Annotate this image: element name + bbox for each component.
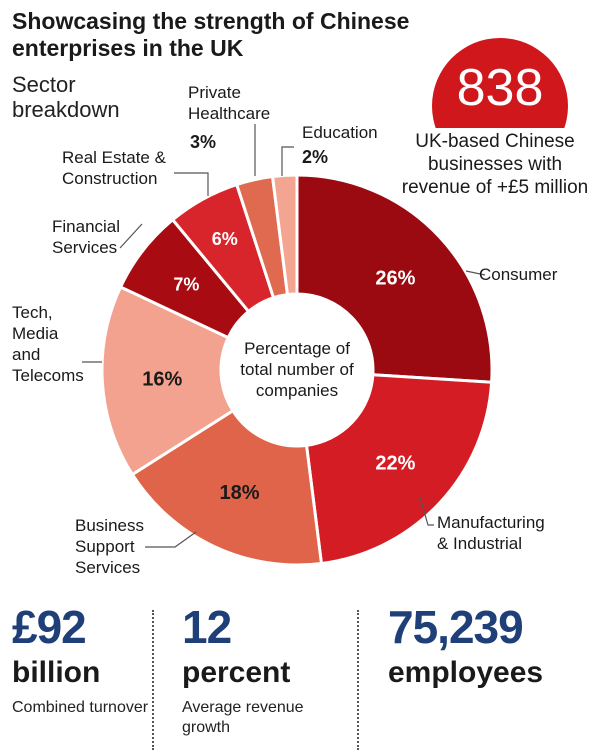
stat-divider bbox=[152, 610, 154, 750]
slice-value-label: 26% bbox=[375, 268, 415, 290]
donut-slice bbox=[130, 408, 324, 567]
slice-value-label: 2% bbox=[302, 147, 328, 167]
count-badge-text: UK-based Chinese businesses with revenue… bbox=[395, 128, 590, 201]
stat-employees-value: 75,239 bbox=[388, 601, 524, 653]
donut-slice bbox=[100, 284, 235, 477]
donut-slice bbox=[304, 373, 494, 566]
slice-category-label: Private Healthcare bbox=[188, 83, 270, 123]
slice-category-label: Real Estate & Construction bbox=[62, 148, 167, 188]
stat-employees: 75,239 employees bbox=[388, 602, 543, 690]
page-title: Showcasing the strength of Chinese enter… bbox=[12, 8, 410, 61]
slice-value-label: 7% bbox=[173, 274, 199, 294]
slice-category-label: Manufacturing & Industrial bbox=[437, 513, 545, 553]
slice-value-label: 16% bbox=[142, 368, 182, 390]
stat-growth-unit: percent bbox=[182, 656, 291, 689]
stat-growth-desc: Average revenue growth bbox=[182, 699, 304, 736]
donut-slice bbox=[270, 173, 299, 297]
stat-growth: 12 percent Average revenue growth bbox=[182, 602, 332, 738]
stat-divider bbox=[357, 610, 359, 750]
leader-line bbox=[174, 172, 209, 196]
stat-turnover-value: £92 bbox=[12, 601, 87, 653]
leader-line bbox=[119, 223, 143, 249]
slice-category-label: Tech, Media and Telecoms bbox=[12, 303, 84, 385]
stat-turnover-desc: Combined turnover bbox=[12, 699, 149, 716]
stat-turnover-unit: billion bbox=[12, 656, 101, 689]
count-badge-value: 838 bbox=[456, 59, 544, 117]
donut-chart: 26% Consumer 22% Manufacturing & Industrial 1… bbox=[12, 83, 558, 577]
stat-growth-value: 12 bbox=[182, 601, 232, 653]
slice-category-label: Business Support Services bbox=[75, 516, 144, 577]
leader-line bbox=[419, 496, 434, 526]
stat-employees-unit: employees bbox=[388, 656, 544, 689]
donut-center-label: Percentage of total number of companies bbox=[240, 339, 354, 400]
slice-value-label: 6% bbox=[212, 229, 238, 249]
chart-subtitle: Sector breakdown bbox=[12, 72, 120, 122]
leader-line bbox=[145, 531, 197, 548]
slice-category-label: Consumer bbox=[479, 265, 558, 284]
donut-slice bbox=[295, 173, 494, 384]
slice-value-label: 3% bbox=[190, 132, 216, 152]
stats-row: £92 billion Combined turnover 12 percent… bbox=[0, 602, 590, 752]
slice-category-label: Financial Services bbox=[52, 217, 120, 257]
leader-line bbox=[281, 146, 294, 176]
leader-line bbox=[465, 270, 486, 276]
slice-category-label: Education bbox=[302, 123, 378, 142]
slice-value-label: 18% bbox=[220, 482, 260, 504]
slice-value-label: 22% bbox=[375, 452, 415, 474]
stat-turnover: £92 billion Combined turnover bbox=[12, 602, 162, 718]
